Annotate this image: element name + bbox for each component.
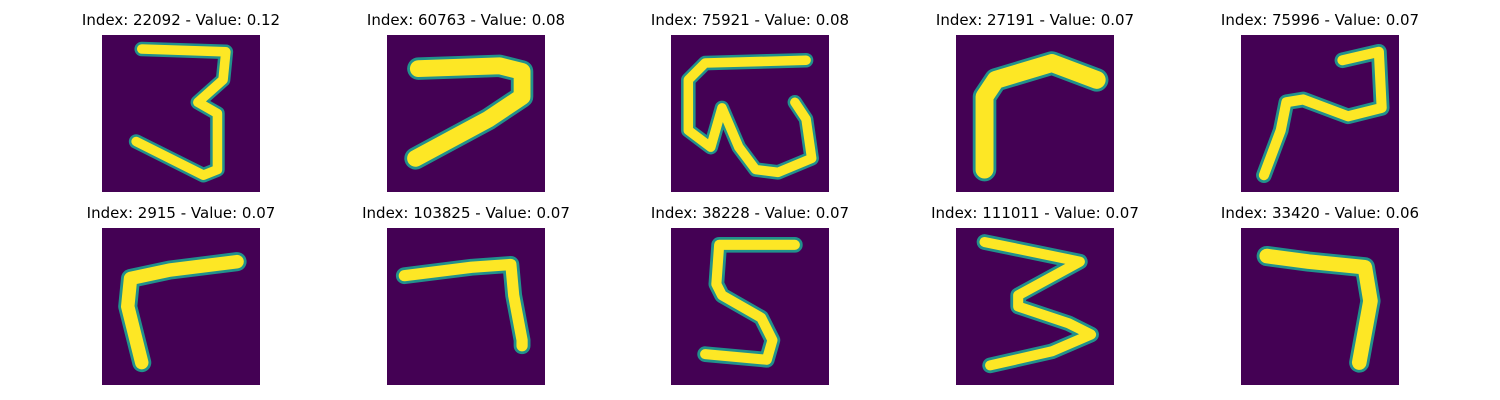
panel-title: Index: 60763 - Value: 0.08 — [366, 11, 566, 29]
digit-image — [102, 35, 260, 192]
panel-title: Index: 103825 - Value: 0.07 — [362, 204, 570, 222]
panel-title: Index: 27191 - Value: 0.07 — [935, 11, 1135, 29]
panel-title: Index: 75996 - Value: 0.07 — [1220, 11, 1420, 29]
digit-image — [1241, 35, 1399, 192]
panel-title: Index: 22092 - Value: 0.12 — [81, 11, 281, 29]
digit-image — [1241, 228, 1399, 385]
digit-7-icon — [1256, 245, 1381, 373]
digit-image — [671, 228, 829, 385]
digit-7-icon — [972, 51, 1109, 182]
digit-image — [387, 228, 545, 385]
digit-image — [387, 35, 545, 192]
digit-image — [956, 35, 1114, 192]
digit-3-icon — [976, 234, 1099, 374]
digit-2-icon — [1256, 43, 1390, 184]
digit-image — [671, 35, 829, 192]
panel-title: Index: 111011 - Value: 0.07 — [931, 204, 1139, 222]
digit-5-icon — [697, 236, 803, 368]
digit-7-icon — [404, 54, 534, 170]
panel-title: Index: 2915 - Value: 0.07 — [86, 204, 276, 222]
digit-3-rotated-icon — [681, 52, 819, 180]
digit-3-icon — [128, 41, 234, 183]
panel-title: Index: 75921 - Value: 0.08 — [650, 11, 850, 29]
panel-title: Index: 33420 - Value: 0.06 — [1220, 204, 1420, 222]
digit-image — [956, 228, 1114, 385]
digit-image — [102, 228, 260, 385]
digit-7-icon — [118, 252, 247, 373]
panel-title: Index: 38228 - Value: 0.07 — [650, 204, 850, 222]
digit-7-icon — [395, 256, 531, 355]
